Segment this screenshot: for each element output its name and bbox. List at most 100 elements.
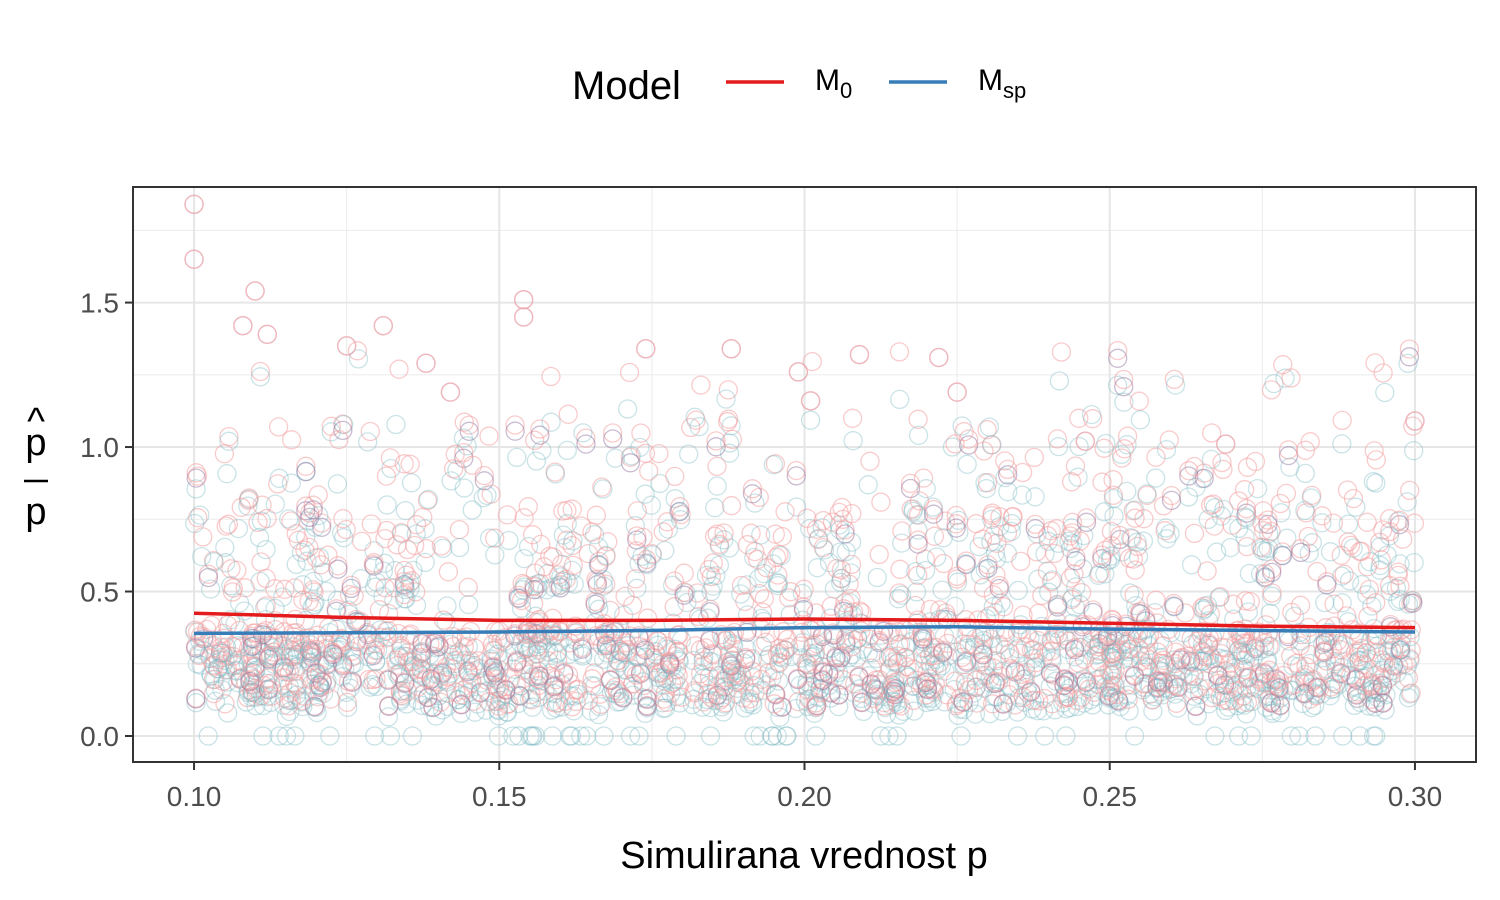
point-overlap xyxy=(1114,377,1134,397)
point-msp xyxy=(893,701,914,721)
point-m0 xyxy=(852,603,872,623)
point-msp xyxy=(511,598,532,618)
point-msp xyxy=(522,697,543,717)
point-msp xyxy=(898,667,919,687)
point-msp xyxy=(841,563,861,583)
point-msp xyxy=(762,668,782,688)
point-m0 xyxy=(451,685,471,705)
point-m0 xyxy=(468,651,488,671)
point-m0 xyxy=(261,673,281,694)
point-m0 xyxy=(397,539,418,560)
point-overlap xyxy=(242,636,263,656)
point-m0 xyxy=(282,646,302,667)
point-msp xyxy=(293,696,313,717)
point-m0 xyxy=(985,672,1005,693)
point-m0 xyxy=(742,661,762,681)
point-msp xyxy=(1323,679,1344,699)
point-m0 xyxy=(775,502,795,522)
point-m0 xyxy=(489,659,509,680)
point-m0 xyxy=(1359,579,1380,600)
point-m0 xyxy=(722,429,743,450)
point-m0 xyxy=(1051,342,1072,362)
point-msp xyxy=(418,489,439,510)
point-m0 xyxy=(1323,513,1344,533)
point-msp xyxy=(402,726,423,746)
point-m0 xyxy=(1024,447,1044,468)
point-m0 xyxy=(917,678,938,699)
point-overlap xyxy=(418,688,438,708)
point-m0 xyxy=(496,679,516,699)
point-m0 xyxy=(706,431,726,451)
point-m0 xyxy=(591,694,611,715)
point-msp xyxy=(187,654,208,674)
point-msp xyxy=(593,649,614,670)
point-msp xyxy=(1260,603,1280,623)
point-msp xyxy=(690,673,710,694)
point-msp xyxy=(1239,563,1260,584)
point-msp xyxy=(1073,559,1093,579)
point-m0 xyxy=(1366,450,1386,470)
point-msp xyxy=(815,639,835,660)
point-msp xyxy=(974,630,994,651)
point-m0 xyxy=(522,525,543,545)
point-msp xyxy=(1250,564,1271,584)
point-m0 xyxy=(380,448,400,468)
point-m0 xyxy=(984,525,1004,545)
point-msp xyxy=(423,676,444,697)
legend-label-msp-sub: sp xyxy=(1003,78,1026,103)
point-m0 xyxy=(841,588,861,609)
point-m0 xyxy=(578,690,599,710)
point-m0 xyxy=(1387,620,1407,640)
point-m0 xyxy=(438,562,459,582)
point-msp xyxy=(624,662,644,683)
point-overlap xyxy=(670,501,690,522)
point-m0 xyxy=(479,691,499,712)
point-msp xyxy=(528,574,548,594)
point-msp xyxy=(406,524,426,544)
point-m0 xyxy=(832,497,852,518)
point-overlap xyxy=(603,429,623,449)
point-m0 xyxy=(888,622,908,642)
point-m0 xyxy=(1222,665,1242,685)
point-msp xyxy=(454,685,475,706)
point-msp xyxy=(963,683,983,703)
point-m0 xyxy=(1213,459,1233,480)
point-msp xyxy=(250,367,271,387)
point-m0 xyxy=(1258,623,1278,643)
point-msp xyxy=(1275,368,1295,388)
point-m0 xyxy=(922,679,942,699)
point-msp xyxy=(219,431,239,451)
point-m0 xyxy=(1186,696,1206,716)
point-m0 xyxy=(672,687,692,707)
point-m0 xyxy=(1026,653,1046,673)
point-msp xyxy=(398,642,418,663)
point-m0 xyxy=(386,650,406,670)
point-m0 xyxy=(1088,674,1108,694)
point-m0 xyxy=(983,585,1003,605)
point-msp xyxy=(1398,353,1418,374)
point-overlap xyxy=(865,680,885,700)
point-m0 xyxy=(238,638,259,659)
point-msp xyxy=(545,464,566,484)
point-m0 xyxy=(596,546,616,567)
point-msp xyxy=(401,473,422,493)
point-msp xyxy=(489,706,509,726)
point-m0 xyxy=(993,693,1013,714)
point-overlap xyxy=(993,694,1013,714)
point-m0 xyxy=(813,510,833,531)
point-m0 xyxy=(954,422,974,442)
point-msp xyxy=(803,637,823,658)
point-msp xyxy=(339,604,359,625)
point-msp xyxy=(366,676,387,697)
point-m0 xyxy=(286,523,306,544)
point-msp xyxy=(1042,570,1063,590)
point-overlap xyxy=(1164,596,1184,616)
point-msp xyxy=(426,638,446,658)
point-m0 xyxy=(903,690,924,711)
point-msp xyxy=(685,407,705,427)
point-m0 xyxy=(633,527,653,548)
point-msp xyxy=(655,698,676,718)
point-msp xyxy=(1180,666,1200,686)
point-msp xyxy=(1254,639,1275,659)
point-overlap xyxy=(908,534,928,554)
